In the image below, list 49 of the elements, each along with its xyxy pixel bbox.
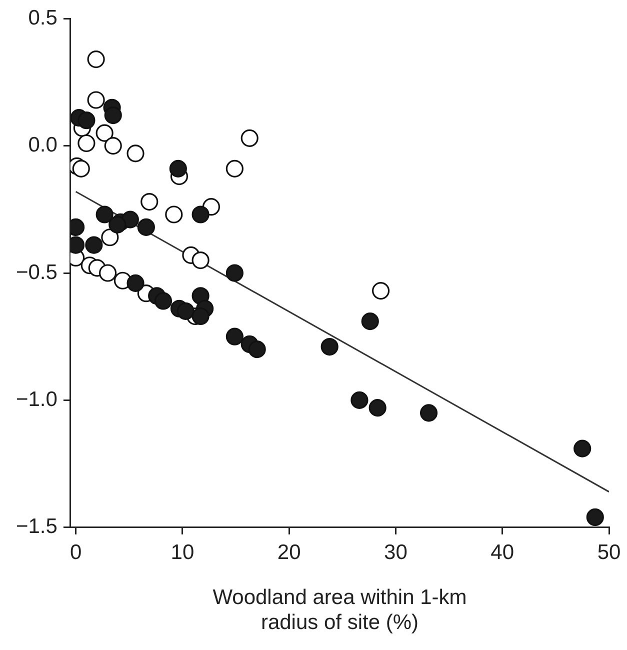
- point: [98, 264, 117, 282]
- point: [192, 251, 210, 270]
- point: [108, 216, 126, 234]
- point: [169, 160, 187, 178]
- point: [226, 160, 244, 178]
- y-tick-label: −1.0: [16, 388, 58, 411]
- point: [104, 137, 122, 155]
- x-tick-label: 10: [170, 540, 194, 564]
- y-tick-label: −0.5: [16, 260, 58, 284]
- point: [140, 192, 158, 211]
- point: [104, 106, 122, 124]
- point: [137, 218, 155, 236]
- point: [78, 134, 96, 152]
- point: [176, 302, 194, 320]
- point: [78, 112, 96, 130]
- point: [85, 236, 103, 254]
- point: [368, 399, 386, 417]
- x-tick-label: 20: [277, 540, 301, 564]
- point: [192, 307, 210, 326]
- x-axis-title: Woodland area within 1-km radius of site (%): [212, 586, 467, 634]
- point: [96, 206, 114, 224]
- x-tick-label: 50: [597, 540, 621, 564]
- x-tick-label: 0: [70, 540, 82, 564]
- point: [420, 404, 438, 422]
- point: [96, 124, 114, 142]
- point: [226, 328, 244, 346]
- point: [361, 312, 379, 330]
- point: [87, 91, 105, 109]
- y-tick-label: 0.0: [28, 134, 58, 157]
- point: [586, 508, 604, 526]
- point: [350, 391, 368, 409]
- point: [248, 340, 266, 358]
- point: [101, 228, 119, 246]
- y-tick-label: 0.5: [28, 6, 58, 30]
- point: [165, 206, 183, 224]
- point: [240, 129, 258, 147]
- x-tick-label: 40: [490, 540, 514, 564]
- x-tick-label: 30: [384, 540, 408, 564]
- point: [192, 206, 210, 224]
- point: [154, 292, 172, 310]
- point: [72, 160, 90, 178]
- point: [126, 144, 144, 162]
- point: [320, 338, 338, 356]
- y-tick-label: −1.5: [16, 515, 58, 538]
- point: [87, 50, 105, 68]
- point: [126, 274, 144, 292]
- point: [372, 282, 390, 300]
- point: [574, 440, 592, 458]
- point: [226, 264, 244, 282]
